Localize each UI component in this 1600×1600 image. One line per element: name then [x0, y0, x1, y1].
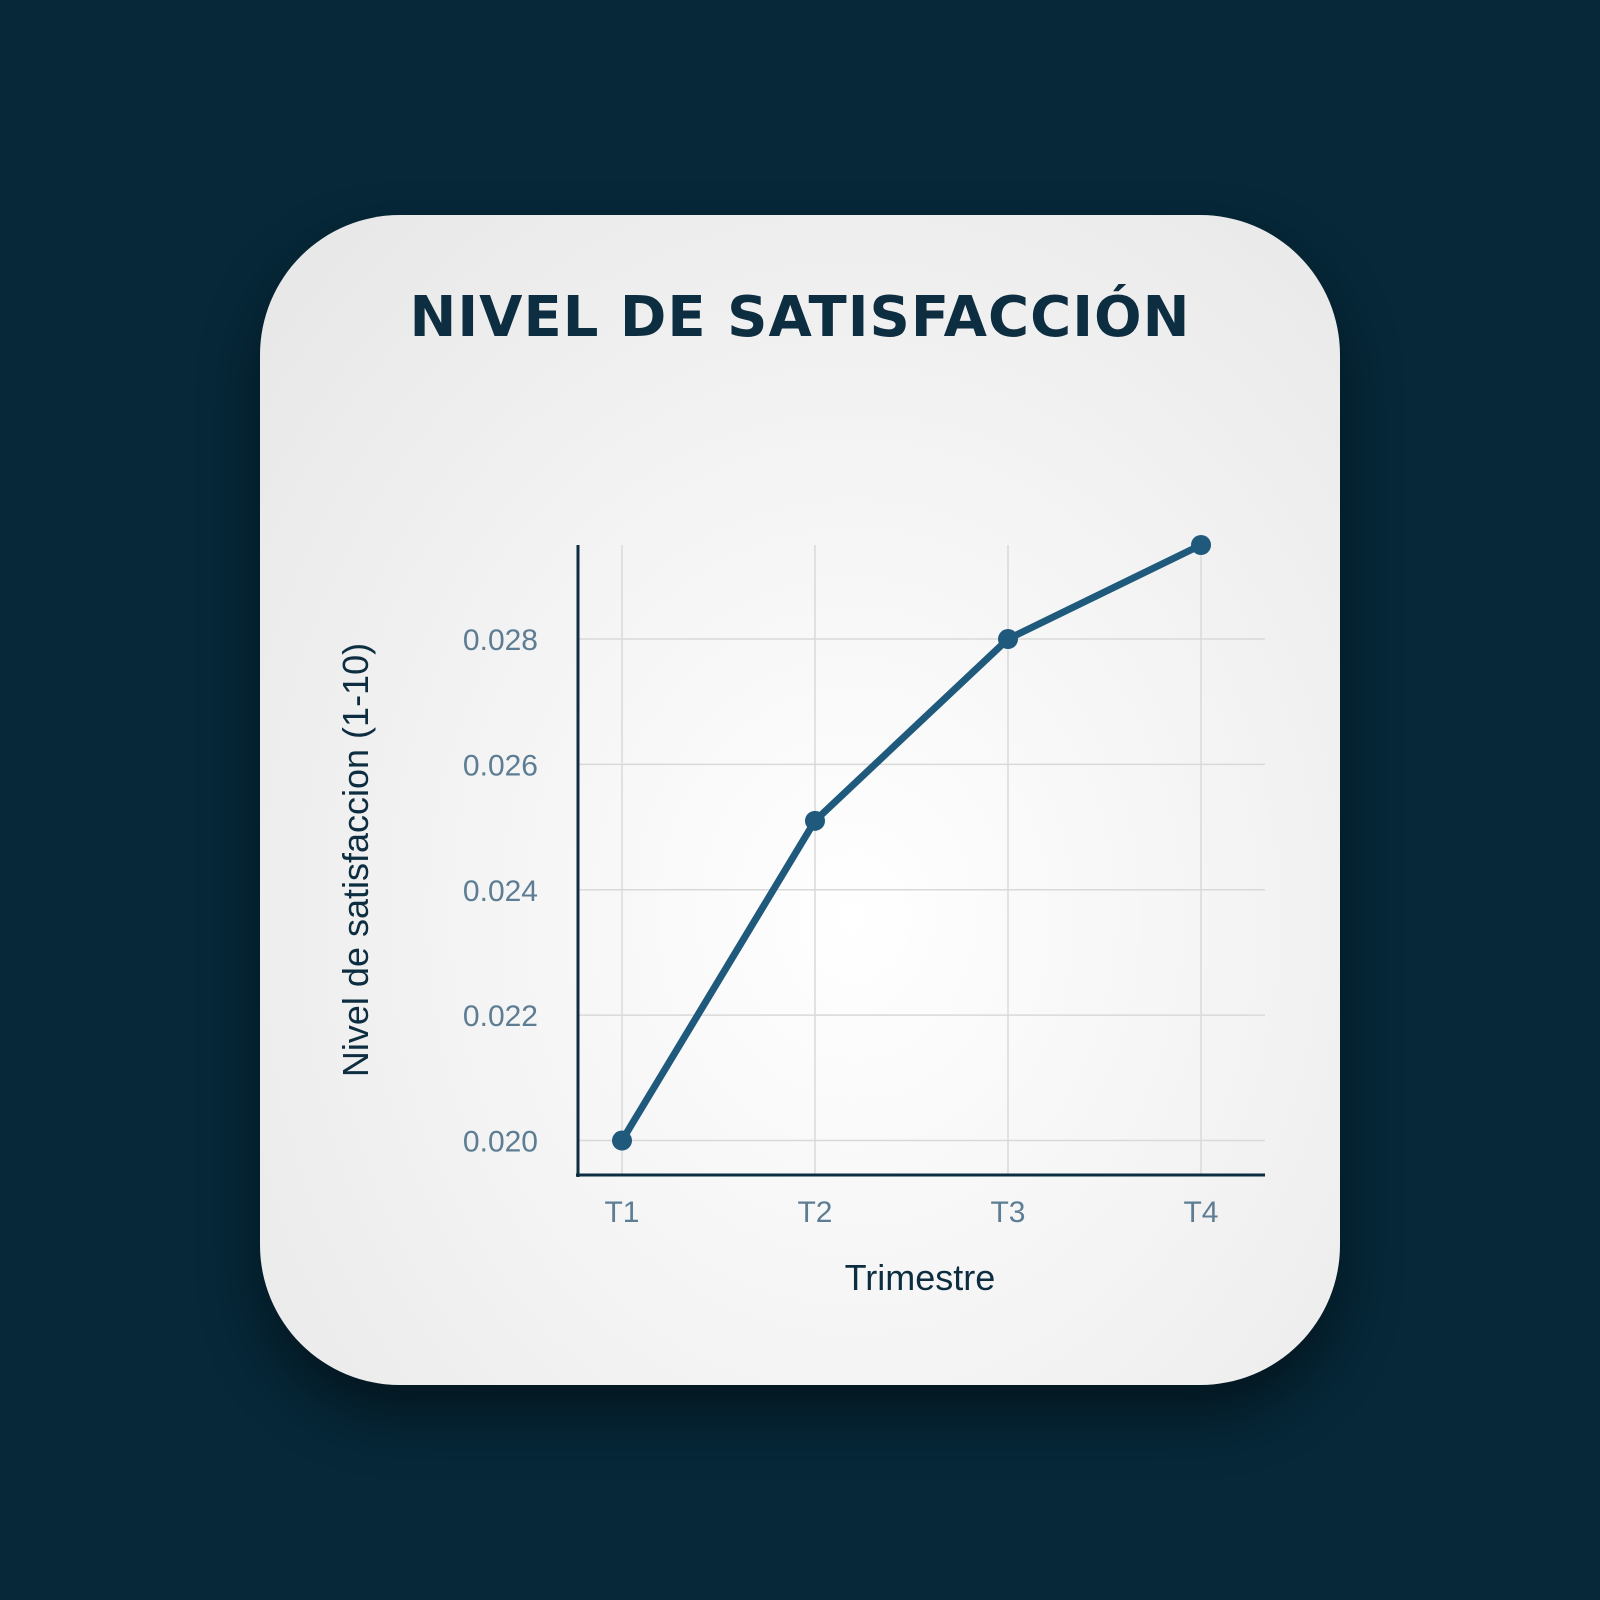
data-point: [612, 1130, 632, 1151]
data-point: [998, 629, 1018, 650]
chart-title: NIVEL DE SATISFACCIÓN: [409, 285, 1191, 350]
y-tick-label: 0.026: [463, 749, 538, 782]
y-axis-label: Nivel de satisfaccion (1-10): [335, 643, 376, 1077]
x-tick-label: T1: [604, 1196, 639, 1229]
y-tick-label: 0.024: [463, 875, 538, 908]
y-tick-label: 0.028: [463, 624, 538, 657]
chart-card: NIVEL DE SATISFACCIÓN 0.020 0.022 0.024 0.0…: [260, 215, 1340, 1385]
series: [612, 535, 1211, 1151]
grid: [578, 545, 1265, 1175]
x-tick-label: T4: [1183, 1196, 1218, 1229]
tick-labels: 0.020 0.022 0.024 0.026 0.028 T1 T2 T3 T4: [463, 624, 1219, 1229]
y-tick-label: 0.020: [463, 1126, 538, 1159]
x-tick-label: T2: [797, 1196, 832, 1229]
series-line: [618, 541, 1205, 1145]
data-point: [1191, 535, 1211, 555]
data-point: [805, 810, 825, 831]
line-chart: 0.020 0.022 0.024 0.026 0.028 T1 T2 T3 T4 Trimes…: [335, 535, 1265, 1298]
x-axis-label: Trimestre: [845, 1257, 996, 1298]
x-tick-label: T3: [990, 1196, 1025, 1229]
y-tick-label: 0.022: [463, 1000, 538, 1033]
axes: [576, 545, 1265, 1177]
